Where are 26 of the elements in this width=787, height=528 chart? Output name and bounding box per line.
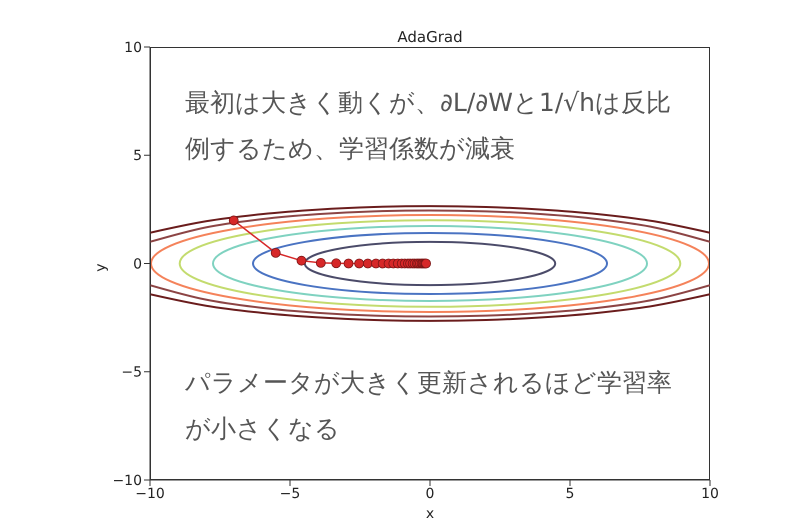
y-tick-label: 0: [133, 256, 142, 272]
y-tick-label: −5: [121, 364, 142, 381]
line-series: [150, 284, 710, 318]
x-axis-title: x: [426, 506, 434, 522]
point: [331, 258, 342, 268]
chart-title: AdaGrad: [396, 28, 464, 46]
annotation: パラメータが大きく更新されるほど学習率が小さくなる: [185, 367, 673, 445]
line-series: [150, 293, 710, 322]
y-tick-label: −10: [112, 472, 142, 489]
point: [362, 258, 373, 268]
line-series: [150, 209, 710, 243]
x-tick-label: −5: [280, 486, 300, 502]
point: [228, 216, 239, 226]
x-tick-label: 0: [426, 486, 434, 502]
point: [316, 258, 326, 268]
y-tick-label: 10: [124, 40, 142, 56]
y-axis-title: y: [92, 264, 109, 272]
point: [344, 258, 354, 268]
point: [296, 256, 306, 266]
y-tick-label: 5: [133, 148, 142, 164]
annotation: 最初は大きく動くが、∂L/∂Wと1/√hは反比例するため、学習係数が減衰: [185, 87, 672, 165]
x-tick-label: 10: [701, 486, 719, 502]
point: [354, 258, 364, 268]
point: [270, 248, 281, 258]
x-tick-label: 5: [566, 486, 574, 502]
line-series: [150, 205, 710, 234]
